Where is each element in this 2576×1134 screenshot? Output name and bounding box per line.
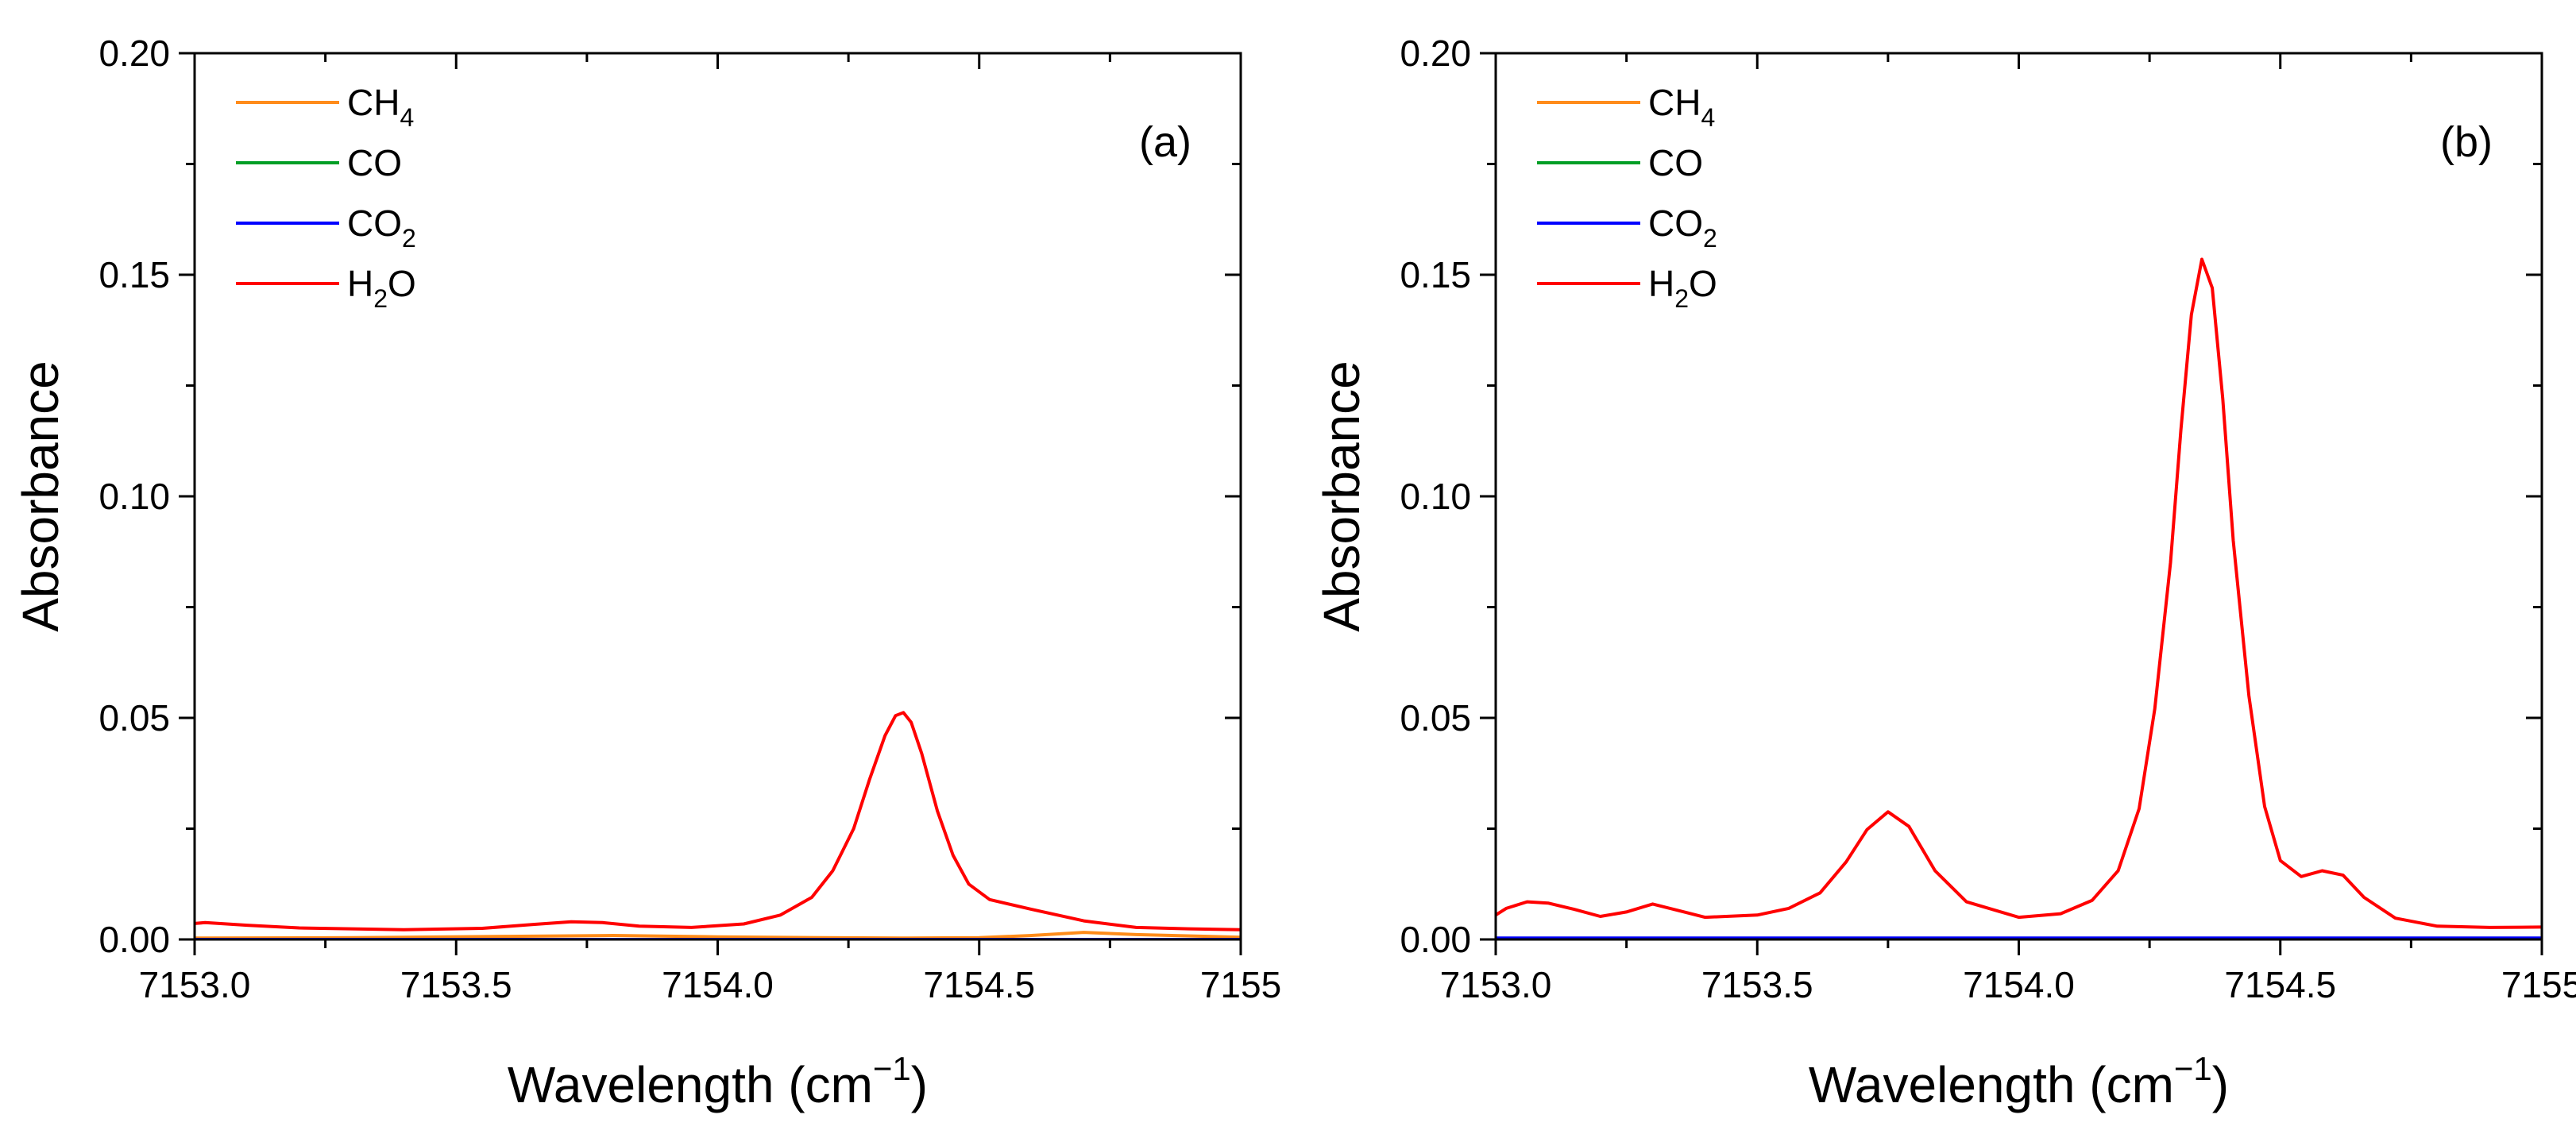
panel-b-x-tick-label: 7153.0 bbox=[1440, 964, 1552, 1005]
panel-a-legend-label-main: CH bbox=[347, 82, 400, 123]
panel-b-legend-label-sub: 2 bbox=[1703, 224, 1717, 253]
panel-b-legend-label-h2o: H2O bbox=[1648, 263, 1717, 313]
panel-a-legend-item-ch4: CH4 bbox=[236, 82, 414, 132]
panel-b-legend-item-h2o: H2O bbox=[1537, 263, 1717, 313]
panel-a-y-tick-label: 0.15 bbox=[98, 254, 170, 295]
panel-b-legend-item-co2: CO2 bbox=[1537, 202, 1717, 253]
panel-b-legend-label-main: CO bbox=[1648, 202, 1703, 244]
panel-a-legend-label-sub: 4 bbox=[400, 103, 414, 132]
panel-a-legend-label-h2o: H2O bbox=[347, 263, 416, 313]
panel-b-x-tick-label: 7153.5 bbox=[1701, 964, 1813, 1005]
panel-a-x-tick-label: 7153.0 bbox=[139, 964, 251, 1005]
panel-a-series-h2o-line bbox=[195, 711, 1241, 932]
panel-a-legend-label-sub: 2 bbox=[373, 284, 388, 313]
panel-a: 7153.0 7153.5 7154.0 7154.5 7155 0.00 0.05 0.10… bbox=[12, 33, 1281, 1113]
panel-b-legend-item-ch4: CH4 bbox=[1537, 82, 1715, 132]
panel-b-y-tick-label: 0.10 bbox=[1400, 476, 1471, 517]
panel-b-legend-label-co2: CO2 bbox=[1648, 202, 1717, 253]
panel-b-x-axis-label-text: Wavelength (cm bbox=[1809, 1056, 2174, 1113]
panel-b-legend-label-co: CO bbox=[1648, 142, 1703, 183]
panel-b-x-tick-label: 7154.5 bbox=[2224, 964, 2336, 1005]
panel-a-axes-frame bbox=[193, 52, 1242, 941]
panel-b-legend-item-co: CO bbox=[1537, 142, 1703, 183]
panel-a-x-tick-label: 7155 bbox=[1200, 964, 1281, 1005]
panel-a-legend-item-h2o: H2O bbox=[236, 263, 416, 313]
panel-b-legend-label-main: CO bbox=[1648, 142, 1703, 183]
panel-b: 7153.0 7153.5 7154.0 7154.5 7155 0.00 0.05 0.10… bbox=[1313, 33, 2576, 1113]
panel-a-y-tick-label: 0.00 bbox=[98, 919, 170, 960]
panel-b-series bbox=[1496, 257, 2542, 939]
panel-a-legend-label-sub: 2 bbox=[402, 224, 416, 253]
panel-a-legend-label-main: CO bbox=[347, 142, 402, 183]
panel-b-y-tick-label: 0.05 bbox=[1400, 697, 1471, 739]
panel-a-x-tick-label: 7153.5 bbox=[400, 964, 512, 1005]
panel-b-y-tick-label: 0.20 bbox=[1400, 33, 1471, 74]
panel-a-y-tick-label: 0.05 bbox=[98, 697, 170, 739]
panel-b-axes-frame bbox=[1494, 52, 2543, 941]
panel-b-y-tick-label: 0.15 bbox=[1400, 254, 1471, 295]
panel-b-y-tick-label: 0.00 bbox=[1400, 919, 1471, 960]
panel-a-legend-item-co2: CO2 bbox=[236, 202, 416, 253]
panel-a-x-axis-label-text: Wavelength (cm bbox=[508, 1056, 873, 1113]
panel-b-x-tick-label: 7155 bbox=[2501, 964, 2576, 1005]
panel-a-series bbox=[195, 711, 1241, 939]
panel-a-legend-label-co2: CO2 bbox=[347, 202, 416, 253]
panel-b-y-axis-label: Absorbance bbox=[1313, 361, 1370, 632]
panel-a-x-axis-label: Wavelength (cm−1) bbox=[508, 1050, 928, 1113]
panel-b-x-axis-label: Wavelength (cm−1) bbox=[1809, 1050, 2229, 1113]
panel-a-legend-label-main: CO bbox=[347, 202, 402, 244]
panel-b-panel-label: (b) bbox=[2440, 118, 2493, 166]
panel-a-legend-label-ch4: CH4 bbox=[347, 82, 414, 132]
panel-a-legend-label-end: O bbox=[388, 263, 416, 304]
panel-a-y-axis-label: Absorbance bbox=[12, 361, 69, 632]
panel-a-panel-label: (a) bbox=[1139, 118, 1191, 166]
panel-b-legend-label-main: CH bbox=[1648, 82, 1701, 123]
panel-a-x-tick-label: 7154.0 bbox=[662, 964, 774, 1005]
panel-a-legend-item-co: CO bbox=[236, 142, 402, 183]
panel-a-series-ch4-line bbox=[195, 931, 1241, 939]
panel-b-x-tick-label: 7154.0 bbox=[1963, 964, 2075, 1005]
panel-a-y-tick-label: 0.10 bbox=[98, 476, 170, 517]
panel-b-legend-label-sub: 4 bbox=[1701, 103, 1715, 132]
panel-a-x-axis-label-end: ) bbox=[911, 1056, 928, 1113]
panel-b-x-axis-label-end: ) bbox=[2212, 1056, 2229, 1113]
panel-b-legend-label-ch4: CH4 bbox=[1648, 82, 1715, 132]
panel-b-legend-label-main: H bbox=[1648, 263, 1674, 304]
panel-a-legend-label-co: CO bbox=[347, 142, 402, 183]
panel-b-legend-label-sub: 2 bbox=[1674, 284, 1689, 313]
panel-b-series-h2o-line bbox=[1496, 257, 2542, 929]
panel-a-x-axis-label-sup: −1 bbox=[873, 1050, 911, 1087]
panel-a-y-tick-label: 0.20 bbox=[98, 33, 170, 74]
panel-a-x-tick-label: 7154.5 bbox=[923, 964, 1035, 1005]
panel-b-x-axis-label-sup: −1 bbox=[2174, 1050, 2212, 1087]
panel-a-legend-label-main: H bbox=[347, 263, 373, 304]
panel-b-legend-label-end: O bbox=[1689, 263, 1717, 304]
